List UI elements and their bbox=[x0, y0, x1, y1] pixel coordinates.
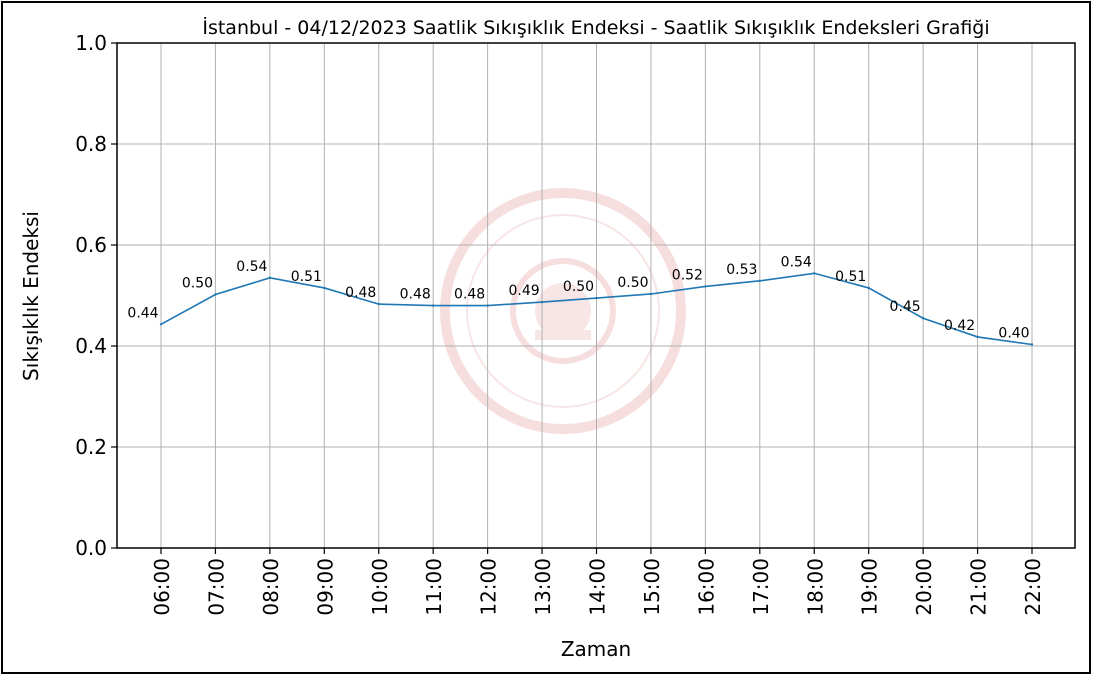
data-point bbox=[323, 286, 326, 290]
y-tick-label: 1.0 bbox=[75, 31, 107, 55]
x-tick-label: 16:00 bbox=[694, 558, 718, 616]
data-point bbox=[867, 286, 870, 290]
data-label: 0.50 bbox=[563, 279, 594, 295]
watermark-seal bbox=[440, 188, 686, 434]
y-tick-label: 0.0 bbox=[75, 536, 107, 560]
data-label: 0.51 bbox=[835, 269, 866, 285]
data-point bbox=[758, 279, 762, 283]
data-point bbox=[159, 323, 163, 326]
data-label: 0.48 bbox=[454, 287, 485, 303]
x-tick-label: 18:00 bbox=[803, 558, 827, 616]
data-point bbox=[1030, 343, 1034, 346]
data-point bbox=[649, 292, 653, 296]
x-tick-label: 12:00 bbox=[477, 558, 501, 616]
data-point bbox=[976, 335, 979, 339]
x-tick-label: 08:00 bbox=[259, 558, 283, 616]
data-point bbox=[704, 285, 707, 288]
x-tick-label: 10:00 bbox=[368, 558, 392, 616]
data-point bbox=[377, 302, 380, 306]
data-point bbox=[921, 317, 925, 320]
x-axis-label: Zaman bbox=[561, 637, 631, 661]
x-tick-label: 09:00 bbox=[313, 558, 337, 616]
data-point bbox=[813, 272, 816, 275]
y-tick-label: 0.2 bbox=[75, 435, 107, 459]
x-axis-ticks: 06:00 07:00 08:00 09:00 10:00 11:00 12:00 13:00… bbox=[150, 548, 1045, 616]
data-point bbox=[268, 276, 272, 280]
x-tick-label: 07:00 bbox=[204, 558, 228, 616]
y-axis-ticks: 0.0 0.2 0.4 0.6 0.8 1.0 bbox=[75, 31, 117, 560]
x-tick-label: 21:00 bbox=[967, 558, 991, 616]
data-label: 0.51 bbox=[291, 269, 322, 285]
data-label: 0.42 bbox=[944, 318, 975, 334]
data-label: 0.54 bbox=[781, 254, 812, 270]
y-tick-label: 0.8 bbox=[75, 132, 107, 156]
data-label: 0.50 bbox=[182, 275, 213, 291]
y-tick-label: 0.6 bbox=[75, 233, 107, 257]
x-tick-label: 14:00 bbox=[586, 558, 610, 616]
grid-lines bbox=[117, 42, 1075, 549]
data-point bbox=[486, 304, 489, 307]
data-labels: 0.44 0.50 0.54 0.51 0.48 0.48 0.48 0.49 0.50 0.50… bbox=[127, 254, 1029, 341]
data-label: 0.45 bbox=[890, 299, 921, 315]
data-label: 0.48 bbox=[345, 285, 376, 301]
x-tick-label: 19:00 bbox=[858, 558, 882, 616]
data-label: 0.53 bbox=[726, 262, 757, 278]
data-label: 0.52 bbox=[672, 267, 703, 283]
x-tick-label: 11:00 bbox=[422, 558, 446, 616]
x-tick-label: 22:00 bbox=[1021, 558, 1045, 616]
x-tick-label: 15:00 bbox=[640, 558, 664, 616]
x-tick-label: 13:00 bbox=[531, 558, 555, 616]
data-label: 0.48 bbox=[400, 287, 431, 303]
data-label: 0.54 bbox=[236, 259, 267, 275]
series-line bbox=[159, 272, 1034, 346]
y-tick-label: 0.4 bbox=[75, 334, 107, 358]
x-tick-label: 06:00 bbox=[150, 558, 174, 616]
data-label: 0.40 bbox=[998, 325, 1029, 341]
data-label: 0.50 bbox=[617, 275, 648, 291]
chart-title: İstanbul - 04/12/2023 Saatlik Sıkışıklık… bbox=[202, 16, 989, 39]
data-point bbox=[214, 293, 217, 296]
x-tick-label: 17:00 bbox=[749, 558, 773, 616]
y-axis-label: Sıkışıklık Endeksi bbox=[19, 211, 43, 381]
data-label: 0.49 bbox=[508, 283, 539, 299]
data-point bbox=[431, 304, 435, 307]
data-point bbox=[540, 300, 544, 304]
x-tick-label: 20:00 bbox=[912, 558, 936, 616]
data-point bbox=[595, 296, 598, 300]
data-label: 0.44 bbox=[127, 305, 158, 321]
